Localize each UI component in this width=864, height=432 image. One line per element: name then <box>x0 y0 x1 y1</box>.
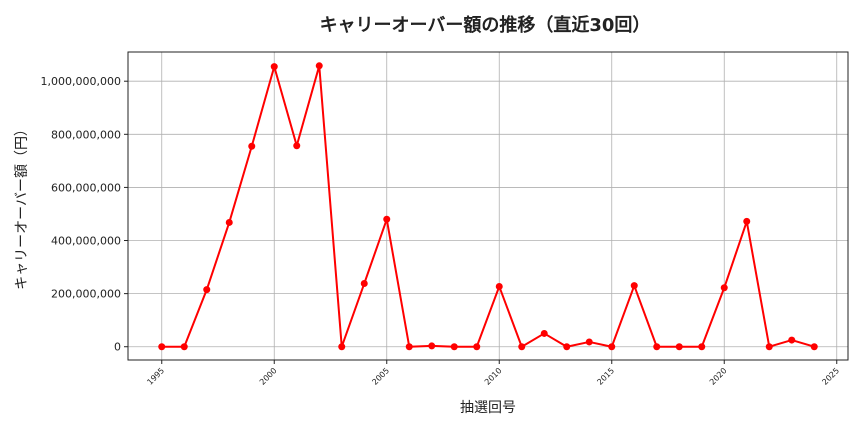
data-point <box>585 338 593 346</box>
data-point <box>338 343 346 351</box>
x-tick-label: 2010 <box>483 366 504 387</box>
data-point <box>743 217 751 225</box>
data-point <box>653 343 661 351</box>
data-point <box>540 329 548 337</box>
y-tick-label: 200,000,000 <box>51 288 121 301</box>
y-axis-label: キャリーオーバー額（円） <box>14 122 30 290</box>
y-axis-ticks: 0 200,000,000 400,000,000 600,000,000 800,00… <box>41 75 128 354</box>
data-point <box>810 343 818 351</box>
y-tick-label: 400,000,000 <box>51 235 121 248</box>
x-tick-label: 2015 <box>595 366 616 387</box>
plot-frame <box>127 51 849 361</box>
data-point <box>788 336 796 344</box>
data-point <box>698 343 706 351</box>
data-point <box>563 343 571 351</box>
data-point <box>608 343 616 351</box>
grid <box>128 52 848 360</box>
x-axis-ticks: 1995 2000 2005 2010 2015 2020 2025 <box>145 360 841 387</box>
data-point <box>248 142 256 150</box>
x-axis-label: 抽選回号 <box>460 400 516 416</box>
data-point <box>315 62 323 70</box>
data-point <box>630 282 638 290</box>
x-tick-label: 2005 <box>370 366 391 387</box>
data-point <box>428 342 436 350</box>
x-tick-label: 2025 <box>820 366 841 387</box>
data-point <box>203 286 211 294</box>
x-tick-label: 2020 <box>708 366 729 387</box>
x-tick-label: 2000 <box>258 366 279 387</box>
data-point <box>675 343 683 351</box>
y-tick-label: 600,000,000 <box>51 181 121 194</box>
data-point <box>270 63 278 71</box>
y-tick-label: 800,000,000 <box>51 128 121 141</box>
data-point <box>473 343 481 351</box>
data-point <box>405 343 413 351</box>
data-point <box>225 218 233 226</box>
data-point <box>765 343 773 351</box>
data-point <box>158 343 166 351</box>
data-point <box>495 282 503 290</box>
data-point <box>293 142 301 150</box>
y-tick-label: 0 <box>114 341 121 354</box>
x-tick-label: 1995 <box>145 366 166 387</box>
series-line <box>161 64 815 348</box>
data-point <box>383 215 391 223</box>
data-point <box>360 280 368 288</box>
data-point <box>450 343 458 351</box>
series-layer <box>158 62 818 351</box>
chart-title: キャリーオーバー額の推移（直近30回） <box>320 14 651 36</box>
data-point <box>180 343 188 351</box>
data-point <box>720 284 728 292</box>
y-tick-label: 1,000,000,000 <box>41 75 121 88</box>
data-point <box>518 343 526 351</box>
